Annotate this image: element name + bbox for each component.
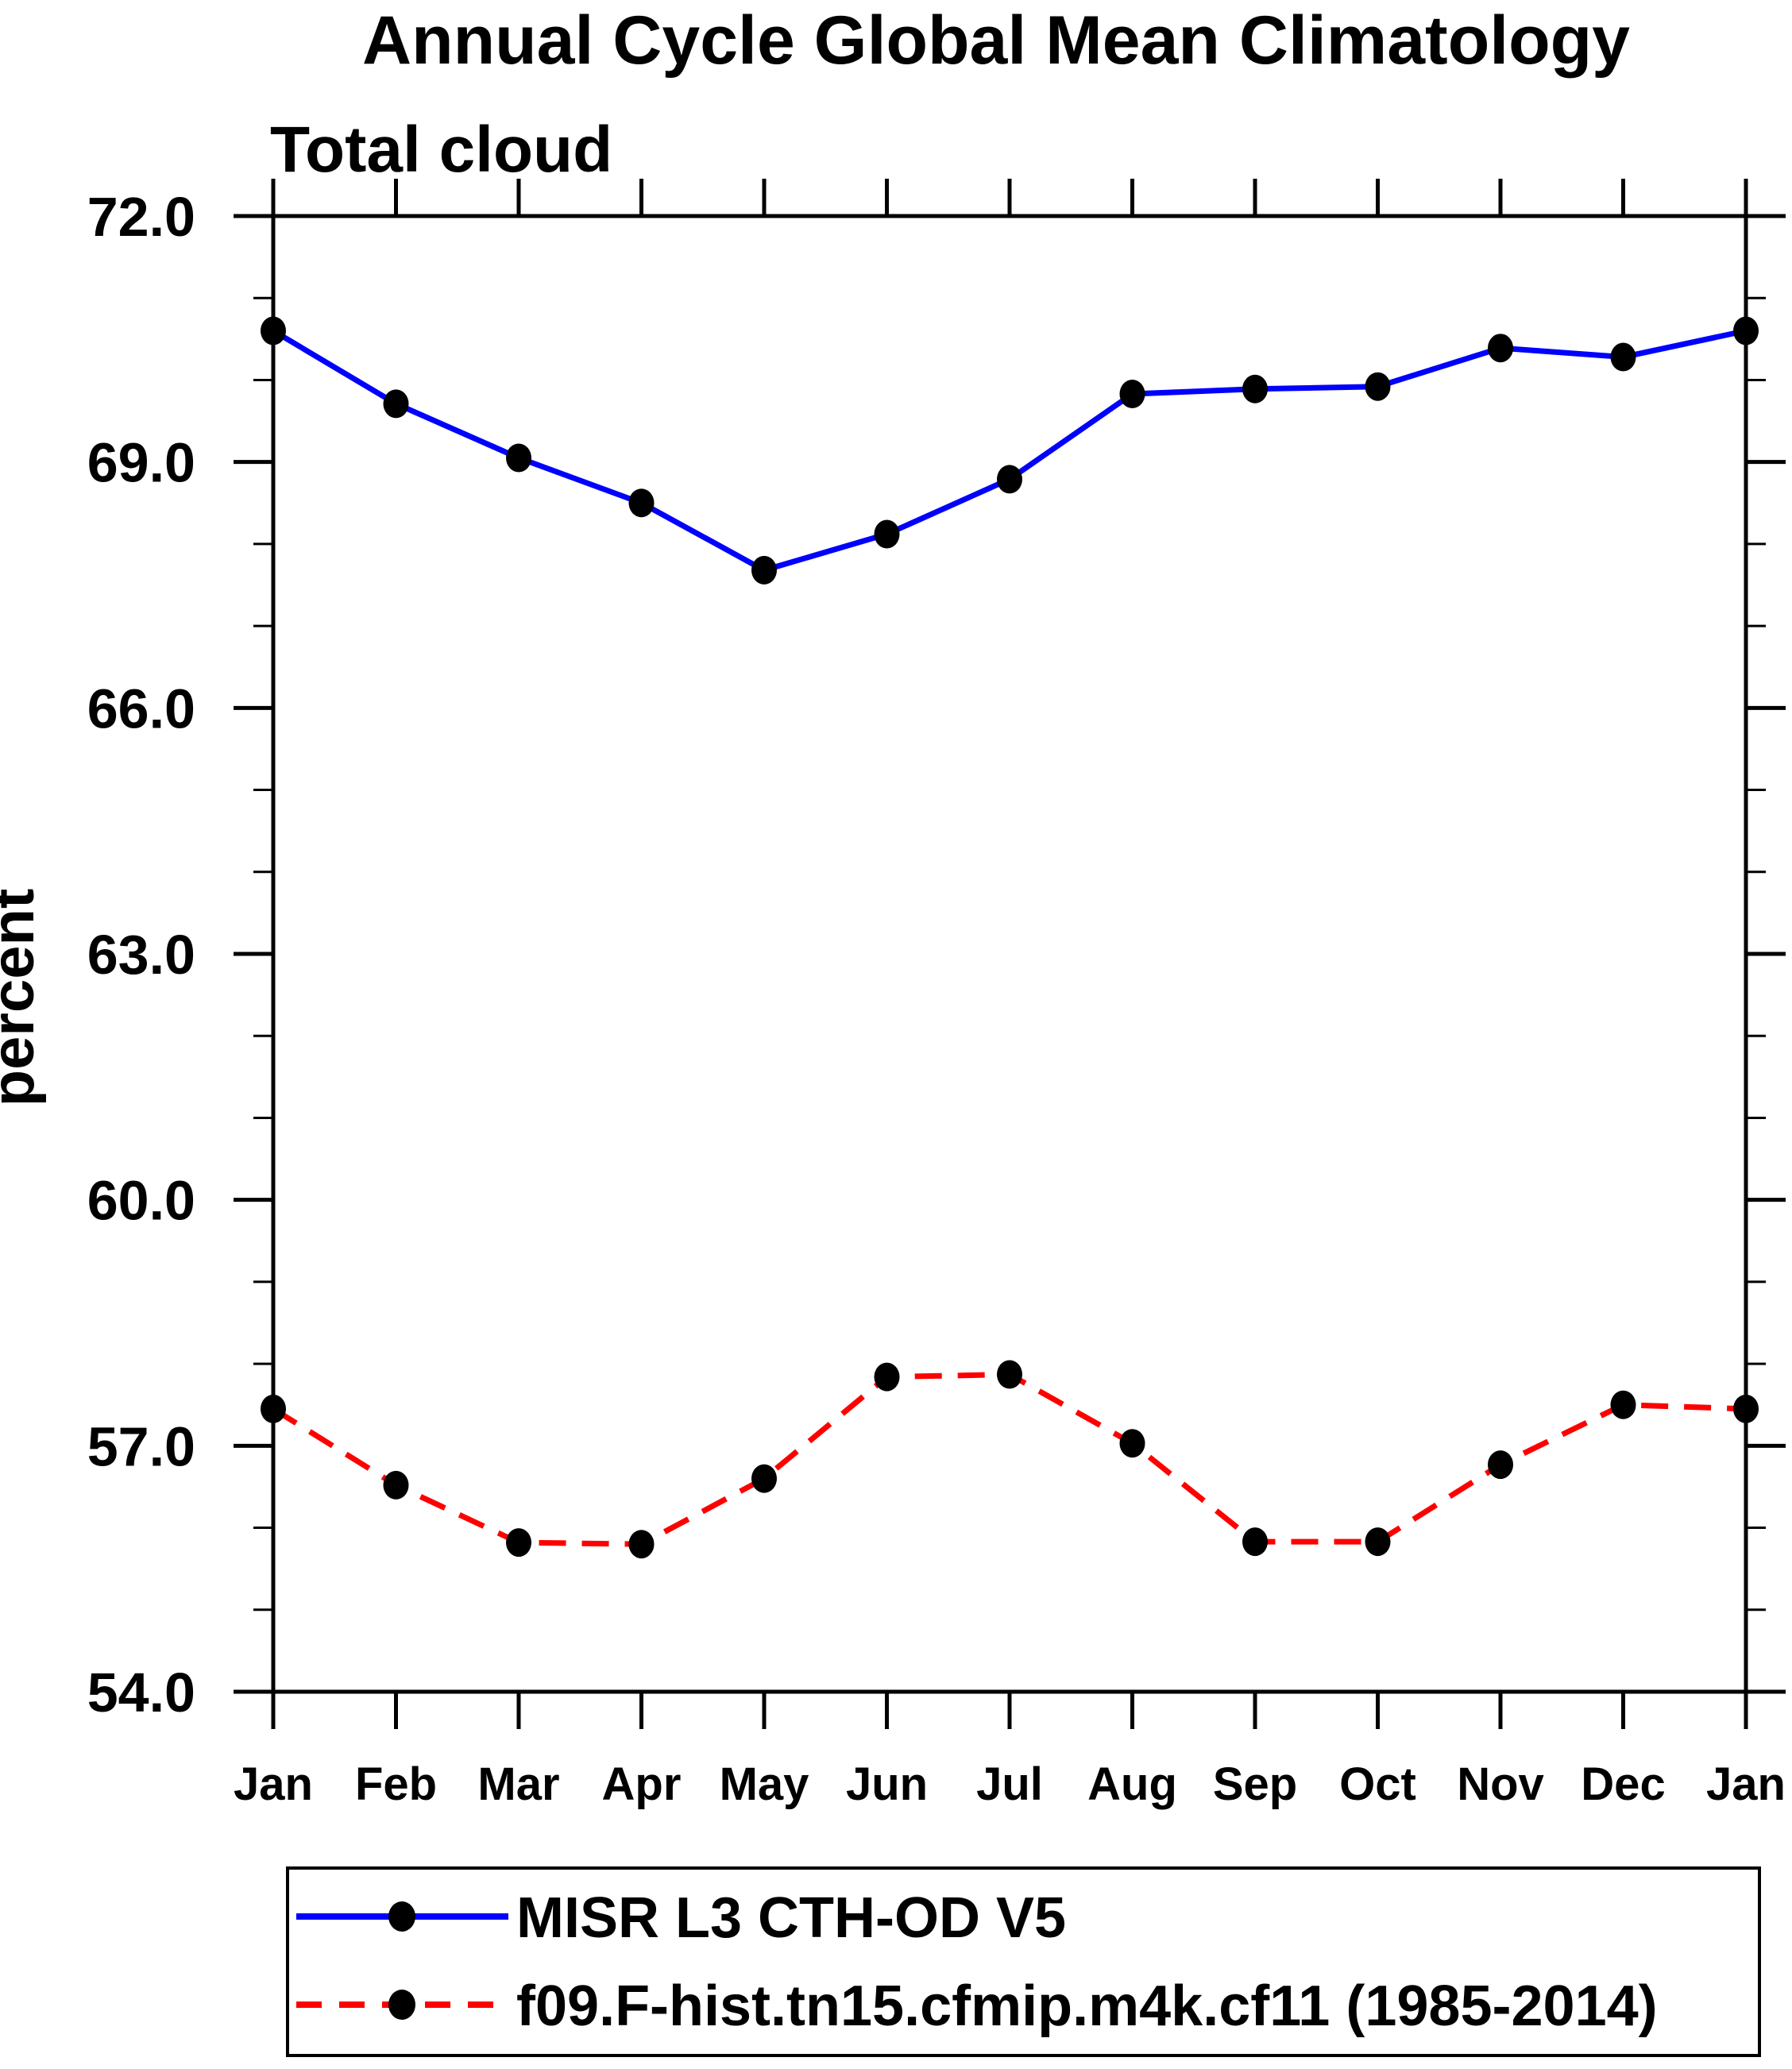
x-axis-month-label: Mar (477, 1758, 559, 1810)
data-point-marker (997, 1360, 1022, 1389)
data-point-marker (997, 465, 1022, 494)
x-axis-month-label: Oct (1339, 1758, 1416, 1810)
x-axis-month-label: Jun (846, 1758, 928, 1810)
y-axis-tick-label: 63.0 (87, 924, 195, 986)
plot-frame (271, 214, 1748, 1694)
data-point-marker (1119, 379, 1145, 408)
y-axis-tick-label: 60.0 (87, 1170, 195, 1232)
data-point-marker (751, 555, 777, 585)
legend-marker-icon (388, 1990, 415, 2020)
data-point-marker (1733, 316, 1759, 345)
data-point-marker (1488, 334, 1513, 363)
data-point-marker (1242, 374, 1268, 403)
y-axis-title: percent (0, 889, 47, 1107)
x-axis-month-label: Jan (234, 1758, 313, 1810)
data-point-marker (628, 488, 655, 518)
x-axis-month-label: Aug (1087, 1758, 1177, 1810)
legend-item-label: f09.F-hist.tn15.cfmip.m4k.cf11 (1985-201… (516, 1974, 1658, 2038)
data-point-marker (874, 1362, 900, 1392)
x-axis-month-label: Dec (1581, 1758, 1665, 1810)
y-axis-tick-label: 54.0 (87, 1662, 195, 1724)
data-point-marker (1610, 1390, 1636, 1419)
data-point-marker (261, 316, 286, 345)
x-axis-month-label: Apr (602, 1758, 682, 1810)
data-point-marker (1242, 1527, 1268, 1557)
data-point-marker (506, 1528, 531, 1558)
legend-item-label: MISR L3 CTH-OD V5 (516, 1886, 1066, 1950)
data-point-marker (1488, 1450, 1513, 1480)
x-axis-month-label: Jul (976, 1758, 1043, 1810)
x-axis-month-label: Sep (1213, 1758, 1297, 1810)
data-point-marker (1119, 1429, 1145, 1458)
x-axis-month-label: Feb (355, 1758, 437, 1810)
data-point-marker (1365, 1527, 1391, 1557)
y-axis-tick-label: 72.0 (87, 186, 195, 248)
data-point-marker (383, 389, 409, 419)
data-point-marker (751, 1464, 777, 1493)
page-title: Annual Cycle Global Mean Climatology (362, 2, 1630, 79)
data-point-marker (628, 1530, 655, 1559)
y-axis-tick-label: 69.0 (87, 432, 195, 494)
y-axis-tick-label: 66.0 (87, 677, 195, 739)
x-axis-month-label: May (720, 1758, 809, 1810)
data-point-marker (1365, 372, 1391, 401)
data-point-marker (874, 519, 900, 549)
series-model-line (272, 1372, 1747, 1547)
legend-box (286, 1866, 1761, 2057)
data-point-marker (1610, 342, 1636, 372)
chart-subtitle: Total cloud (270, 114, 612, 186)
x-axis-month-label: Jan (1706, 1758, 1786, 1810)
data-point-marker (1733, 1394, 1759, 1423)
data-point-marker (506, 443, 531, 473)
y-axis-tick-label: 57.0 (87, 1415, 195, 1477)
series-misr-line (272, 328, 1747, 573)
legend-marker-icon (388, 1901, 415, 1932)
data-point-marker (261, 1394, 286, 1423)
x-axis-month-label: Nov (1457, 1758, 1544, 1810)
data-point-marker (383, 1470, 409, 1500)
